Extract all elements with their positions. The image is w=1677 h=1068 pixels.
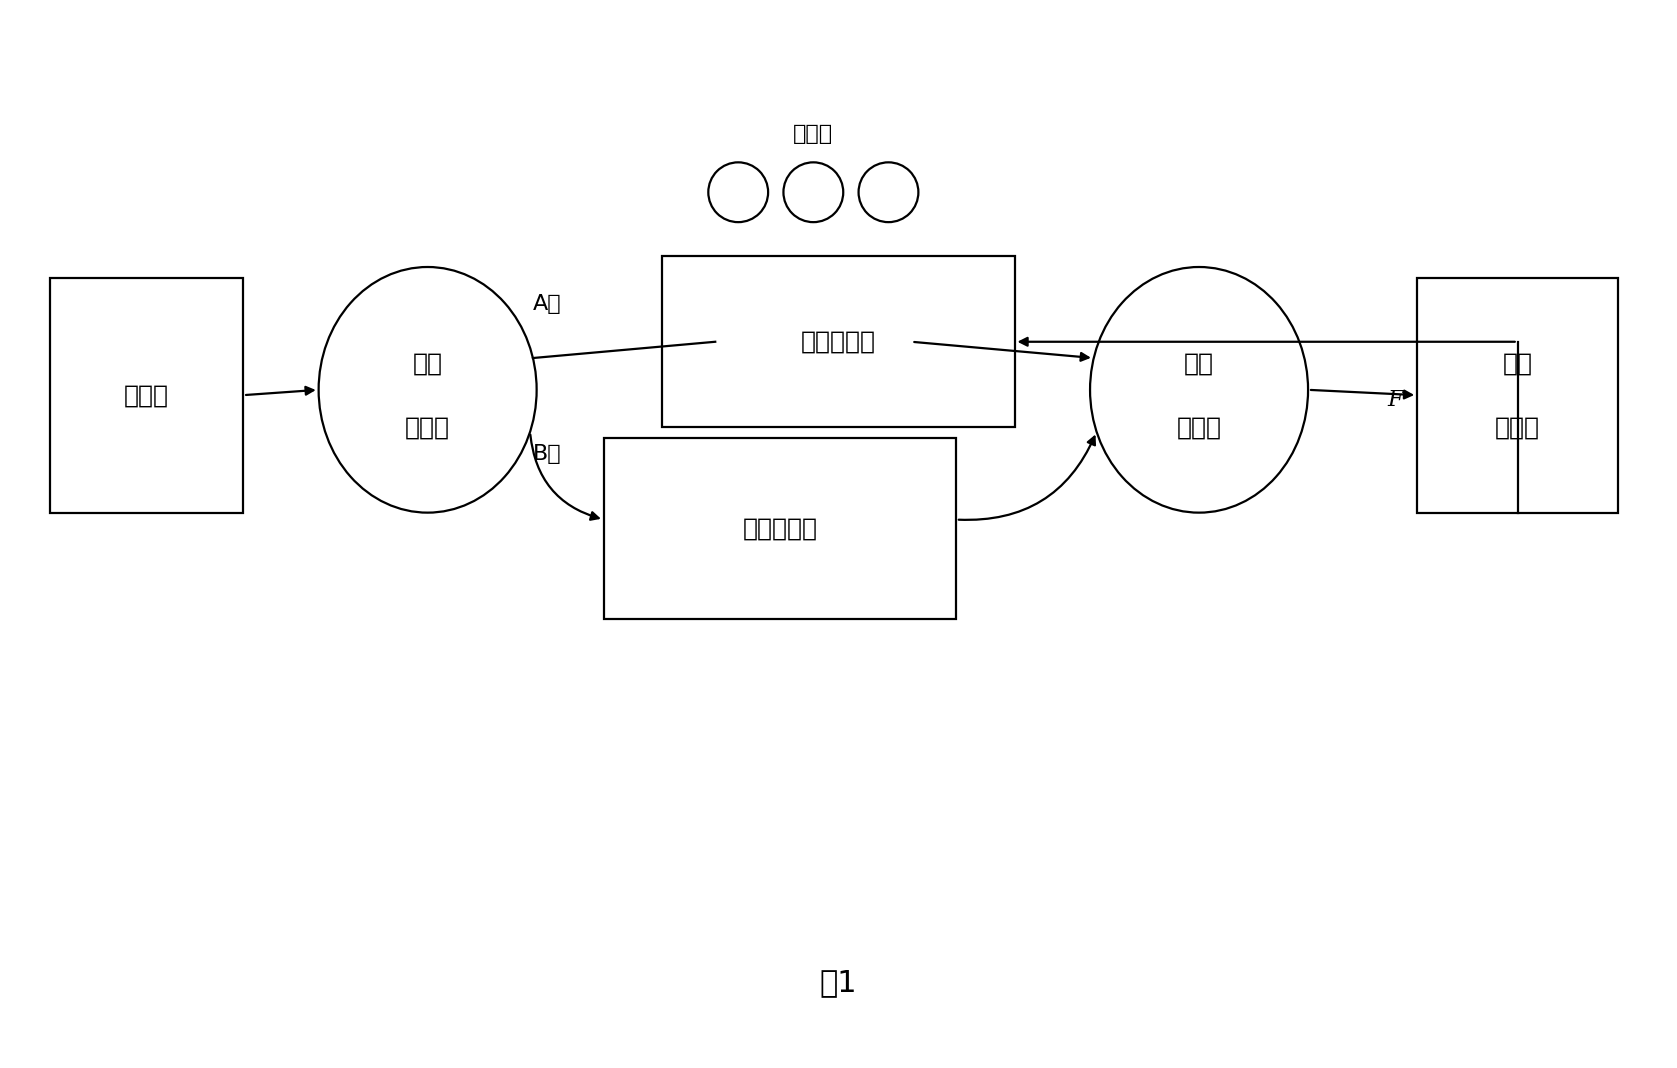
Bar bbox=[1417, 278, 1618, 513]
Text: 第一: 第一 bbox=[413, 351, 443, 375]
Text: 延时线: 延时线 bbox=[793, 124, 833, 143]
Text: 光电: 光电 bbox=[1503, 351, 1533, 375]
Text: 图1: 图1 bbox=[820, 968, 857, 998]
Text: 第二: 第二 bbox=[1184, 351, 1214, 375]
Text: B路: B路 bbox=[533, 444, 562, 464]
Text: 声光调制器: 声光调制器 bbox=[743, 517, 817, 540]
Text: 耦合器: 耦合器 bbox=[406, 415, 449, 439]
Bar bbox=[604, 438, 956, 619]
Bar bbox=[662, 256, 1015, 427]
Ellipse shape bbox=[1090, 267, 1308, 513]
Text: 频谱分析仪: 频谱分析仪 bbox=[802, 330, 875, 354]
Ellipse shape bbox=[319, 267, 537, 513]
Text: A路: A路 bbox=[533, 295, 562, 314]
Text: 探测器: 探测器 bbox=[1496, 415, 1539, 439]
Text: 耦合器: 耦合器 bbox=[1177, 415, 1221, 439]
Text: 激光器: 激光器 bbox=[124, 383, 169, 407]
Bar bbox=[50, 278, 243, 513]
Text: F: F bbox=[1387, 390, 1404, 411]
